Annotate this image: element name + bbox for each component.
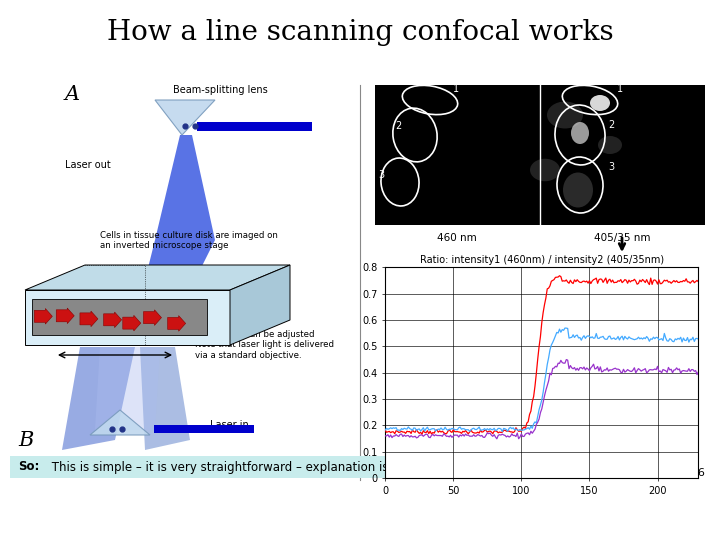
Text: This is simple – it is very straightforward – explanation is easy.: This is simple – it is very straightforw…: [48, 461, 422, 474]
Text: Scan width can be adjusted
Note that laser light is delivered
via a standard obj: Scan width can be adjusted Note that las…: [195, 330, 334, 360]
FancyArrow shape: [123, 315, 141, 331]
Text: Laser out: Laser out: [65, 160, 111, 170]
Bar: [375, 85, 705, 225]
Bar: [154, 425, 254, 433]
Text: Laser in: Laser in: [210, 420, 248, 430]
Text: Cells in tissue culture disk are imaged on
an inverted microscope stage: Cells in tissue culture disk are imaged …: [100, 231, 278, 250]
Text: 33 of 46: 33 of 46: [659, 468, 705, 478]
Text: 3: 3: [608, 162, 614, 172]
Bar: [10, 456, 535, 478]
Polygon shape: [230, 265, 290, 345]
Polygon shape: [90, 410, 150, 435]
Polygon shape: [140, 347, 190, 450]
Text: How a line scanning confocal works: How a line scanning confocal works: [107, 19, 613, 46]
Ellipse shape: [571, 122, 589, 144]
Text: 405/35 nm: 405/35 nm: [594, 233, 650, 243]
Polygon shape: [155, 100, 215, 135]
Title: Ratio: intensity1 (460nm) / intensity2 (405/35nm): Ratio: intensity1 (460nm) / intensity2 (…: [420, 255, 664, 265]
Text: 2: 2: [395, 121, 401, 131]
Polygon shape: [62, 347, 135, 450]
Text: A: A: [65, 85, 80, 104]
Polygon shape: [120, 135, 215, 330]
Text: 2: 2: [608, 120, 614, 130]
Ellipse shape: [590, 95, 610, 111]
FancyArrow shape: [104, 312, 122, 328]
Text: 1: 1: [617, 84, 623, 94]
Text: 1: 1: [453, 84, 459, 94]
Bar: [32, 299, 207, 335]
FancyArrow shape: [80, 311, 98, 327]
Ellipse shape: [530, 159, 560, 181]
Text: Beam-splitting lens: Beam-splitting lens: [173, 85, 267, 95]
Ellipse shape: [563, 172, 593, 207]
FancyArrow shape: [143, 310, 161, 326]
FancyArrow shape: [35, 308, 53, 324]
Ellipse shape: [598, 136, 622, 154]
Polygon shape: [95, 347, 160, 430]
Text: B: B: [18, 430, 33, 449]
FancyArrow shape: [56, 308, 74, 323]
Bar: [197, 122, 312, 131]
Polygon shape: [25, 265, 290, 290]
Text: So:: So:: [18, 461, 40, 474]
Text: 3: 3: [378, 170, 384, 180]
FancyArrow shape: [168, 315, 186, 331]
Text: 460 nm: 460 nm: [437, 233, 477, 243]
Ellipse shape: [547, 102, 583, 129]
Polygon shape: [25, 290, 230, 345]
